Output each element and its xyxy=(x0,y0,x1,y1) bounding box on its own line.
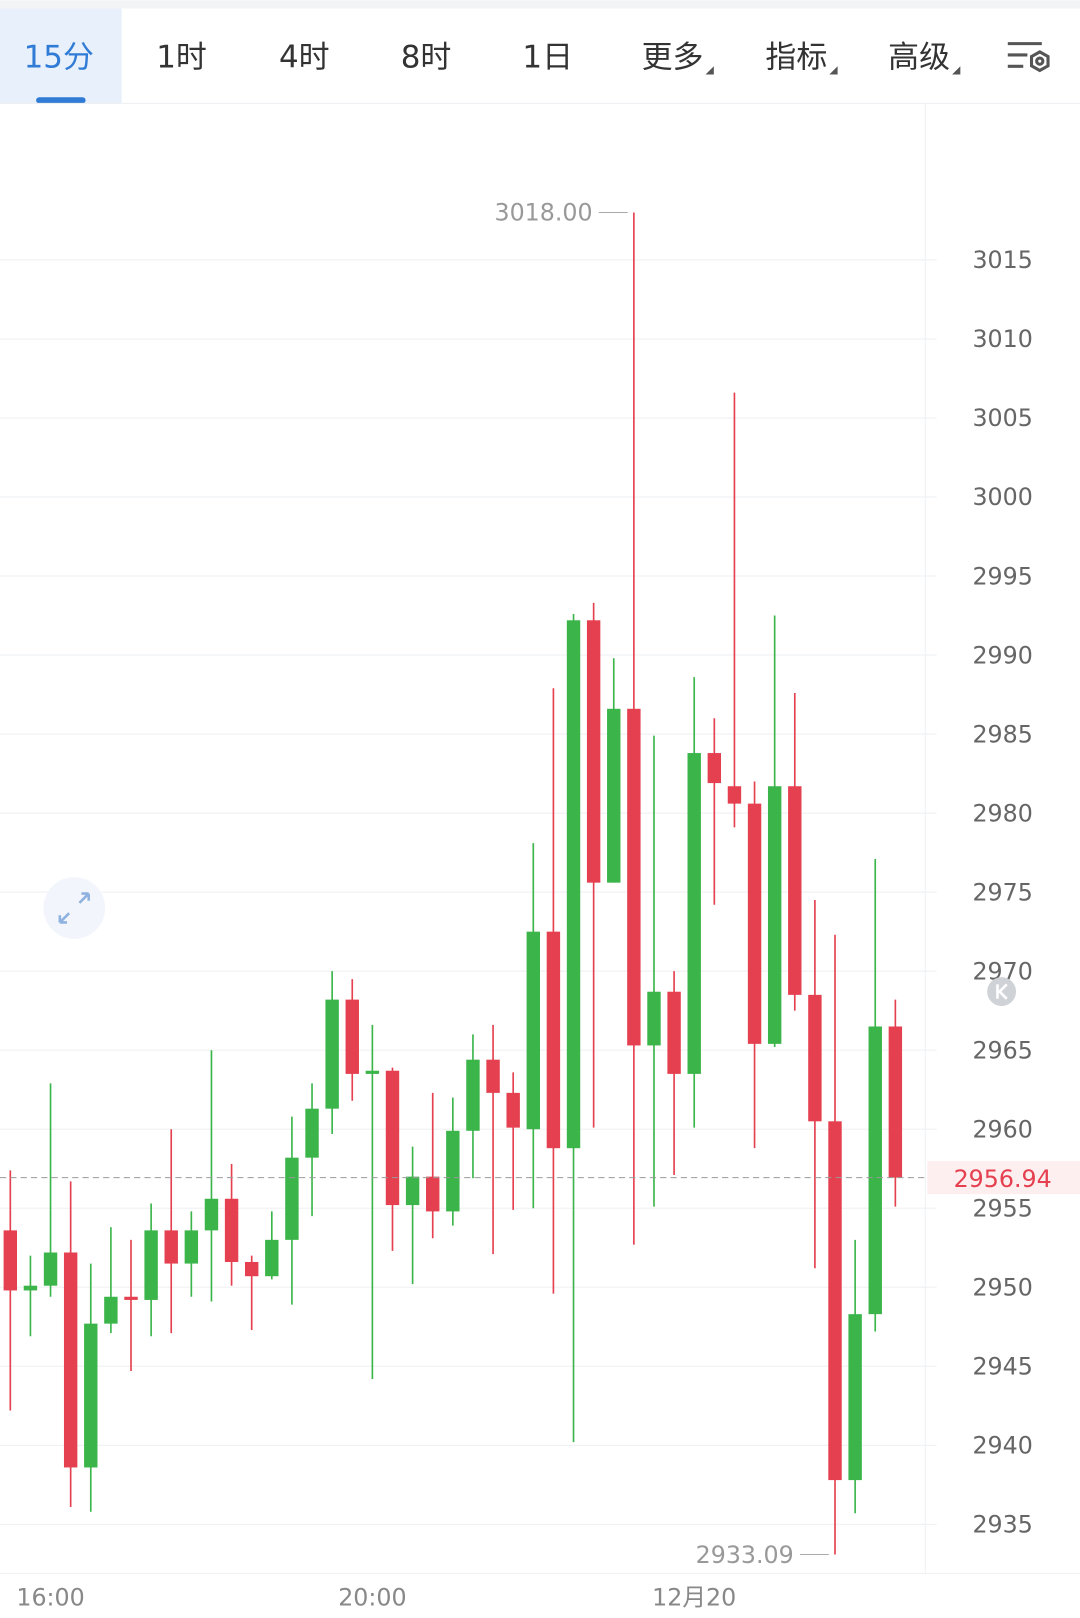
candle-body xyxy=(265,1239,279,1277)
candle-body xyxy=(124,1296,138,1300)
candle-body xyxy=(3,1230,18,1291)
candle-body xyxy=(164,1230,178,1264)
tab[interactable]: 4时 xyxy=(279,39,330,75)
candle-body xyxy=(466,1059,480,1131)
candle-body xyxy=(707,753,722,784)
candle-body xyxy=(204,1198,219,1231)
y-tick-label: 3005 xyxy=(972,404,1032,432)
last-price-bg xyxy=(927,1161,1080,1195)
tab[interactable]: 更多 xyxy=(642,39,704,75)
candle-body xyxy=(224,1198,239,1262)
candle-body xyxy=(365,1070,380,1074)
candle-body xyxy=(667,991,681,1074)
tab[interactable]: 高级 xyxy=(888,39,950,75)
candle-body xyxy=(828,1121,842,1481)
candle-body xyxy=(43,1252,58,1286)
candle-body xyxy=(848,1314,862,1481)
y-tick-label: 3010 xyxy=(972,325,1032,353)
y-tick-label: 2935 xyxy=(972,1511,1032,1539)
status-strip xyxy=(0,0,1080,9)
candle-body xyxy=(526,931,540,1130)
y-tick-label: 2990 xyxy=(972,641,1032,669)
dropdown-caret xyxy=(829,66,838,75)
settings-icon[interactable] xyxy=(1007,42,1050,73)
candle-body xyxy=(586,620,601,883)
tab-bar: 15分 1时 4时 8时 1日 更多 指标 高级 xyxy=(0,8,961,104)
y-tick-label: 2940 xyxy=(972,1432,1032,1460)
candle-body xyxy=(285,1157,299,1240)
candle-body xyxy=(63,1252,78,1468)
candle-body xyxy=(385,1070,400,1206)
tab[interactable]: 8时 xyxy=(401,39,452,75)
candle-body xyxy=(788,786,802,995)
tab[interactable]: 指标 xyxy=(765,39,827,75)
candle-body xyxy=(566,620,581,1149)
x-tick-label: 20:00 xyxy=(338,1583,406,1611)
y-tick-label: 2950 xyxy=(972,1274,1032,1302)
y-tick-label: 2995 xyxy=(972,562,1032,590)
expand-button[interactable] xyxy=(43,877,106,939)
candle-body xyxy=(727,786,742,804)
candle-body xyxy=(144,1230,158,1300)
x-tick-label: 12月20 xyxy=(652,1583,736,1611)
y-tick-label: 2945 xyxy=(972,1353,1032,1381)
candle-body xyxy=(426,1176,440,1212)
y-tick-label: 2975 xyxy=(972,878,1032,906)
active-tab-indicator xyxy=(36,97,86,104)
y-tick-label: 2980 xyxy=(972,799,1032,827)
candle-body xyxy=(84,1323,98,1468)
tab[interactable]: 1日 xyxy=(522,39,573,75)
candle-body xyxy=(687,753,701,1074)
candle-body xyxy=(184,1230,199,1264)
candle-body xyxy=(747,803,762,1044)
y-tick-label: 3000 xyxy=(972,483,1032,511)
candle-body xyxy=(23,1285,38,1291)
candle-body xyxy=(345,999,359,1074)
candle-body xyxy=(546,931,561,1149)
y-tick-label: 2960 xyxy=(972,1115,1032,1143)
candle-body xyxy=(486,1059,500,1093)
candle-body xyxy=(104,1296,118,1324)
y-tick-label: 2985 xyxy=(972,720,1032,748)
candle-body xyxy=(244,1261,259,1277)
max-label: 3018.00 xyxy=(495,199,593,227)
active-tab-bg xyxy=(0,8,122,104)
x-tick-label: 16:00 xyxy=(16,1583,84,1611)
last-price-label: 2956.94 xyxy=(954,1165,1052,1193)
candle-body xyxy=(506,1092,520,1128)
y-tick-label: 2965 xyxy=(972,1036,1032,1064)
k-button[interactable] xyxy=(987,977,1017,1007)
candle-body xyxy=(446,1130,460,1212)
tab[interactable]: 1时 xyxy=(156,39,207,75)
candle-body xyxy=(888,1026,903,1178)
plot: 2935294029452950295529602965297029752980… xyxy=(0,199,1080,1611)
candle-body xyxy=(325,999,339,1109)
candle-body xyxy=(868,1026,882,1315)
min-label: 2933.09 xyxy=(696,1541,794,1569)
candle-body xyxy=(627,708,641,1046)
y-tick-label: 3015 xyxy=(972,246,1032,274)
candle-body xyxy=(808,994,822,1122)
candle-body xyxy=(647,991,661,1046)
candle-body xyxy=(767,786,782,1044)
candle-body xyxy=(305,1108,319,1158)
candle-body xyxy=(405,1176,420,1206)
y-tick-label: 2955 xyxy=(972,1194,1032,1222)
candle-body xyxy=(607,708,621,883)
tab[interactable]: 15分 xyxy=(24,39,94,75)
